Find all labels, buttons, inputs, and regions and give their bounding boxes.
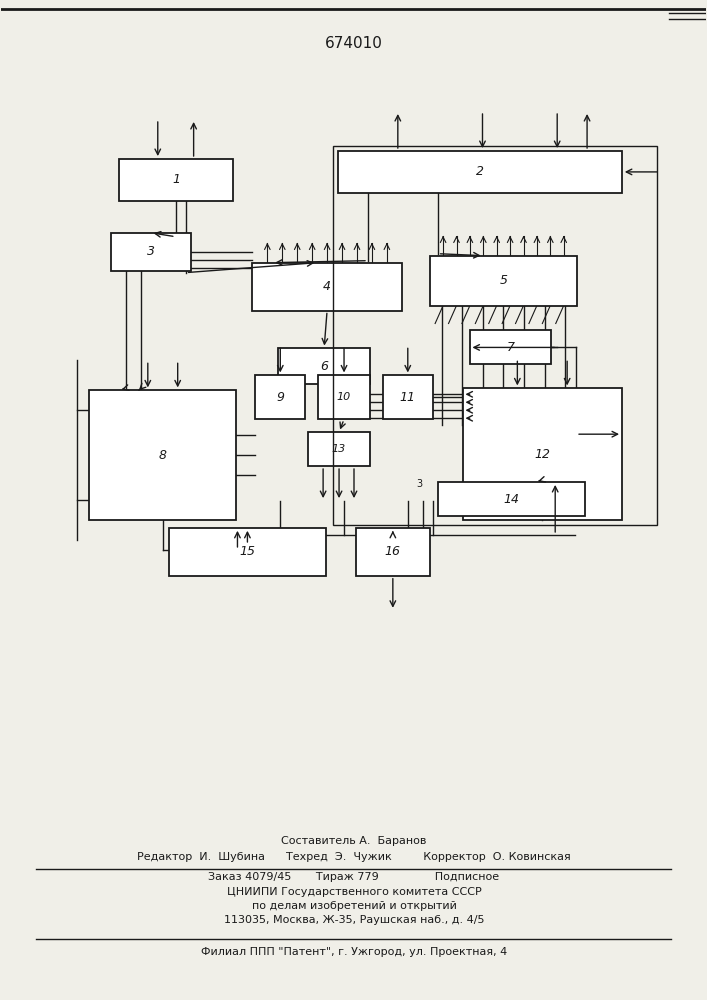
Text: 3: 3: [147, 245, 155, 258]
Text: 12: 12: [534, 448, 550, 461]
Text: 13: 13: [332, 444, 346, 454]
Bar: [383, 375, 433, 419]
Bar: [279, 348, 370, 384]
Text: 6: 6: [320, 360, 328, 373]
Bar: [356, 528, 430, 576]
Bar: [438, 482, 585, 516]
Text: 674010: 674010: [325, 36, 383, 51]
Text: 11: 11: [399, 391, 416, 404]
Bar: [255, 375, 305, 419]
Bar: [338, 151, 622, 193]
Bar: [169, 528, 326, 576]
Text: 15: 15: [240, 545, 255, 558]
Text: Составитель А.  Баранов: Составитель А. Баранов: [281, 836, 427, 846]
Text: 16: 16: [385, 545, 401, 558]
Text: 113035, Москва, Ж-35, Раушская наб., д. 4/5: 113035, Москва, Ж-35, Раушская наб., д. …: [223, 915, 484, 925]
Text: Заказ 4079/45       Тираж 779                Подписное: Заказ 4079/45 Тираж 779 Подписное: [209, 872, 500, 882]
Text: 2: 2: [476, 165, 484, 178]
Text: Филиал ППП "Патент", г. Ужгород, ул. Проектная, 4: Филиал ППП "Патент", г. Ужгород, ул. Про…: [201, 947, 507, 957]
Bar: [252, 263, 402, 311]
Text: 14: 14: [503, 493, 520, 506]
Text: 1: 1: [173, 173, 180, 186]
Bar: [333, 146, 657, 525]
Bar: [430, 256, 577, 306]
Text: 7: 7: [506, 341, 515, 354]
Text: 8: 8: [159, 449, 167, 462]
Bar: [111, 233, 191, 271]
Text: 10: 10: [337, 392, 351, 402]
Bar: [462, 388, 622, 520]
Bar: [119, 159, 233, 201]
Text: 4: 4: [323, 280, 331, 293]
Text: 3: 3: [416, 479, 423, 489]
Text: по делам изобретений и открытий: по делам изобретений и открытий: [252, 901, 457, 911]
Text: 5: 5: [499, 274, 508, 287]
Bar: [318, 375, 370, 419]
Bar: [469, 330, 551, 364]
Text: Редактор  И.  Шубина      Техред  Э.  Чужик         Корректор  О. Ковинская: Редактор И. Шубина Техред Э. Чужик Корре…: [137, 852, 571, 862]
Bar: [308, 432, 370, 466]
Text: 9: 9: [276, 391, 284, 404]
Bar: [89, 390, 236, 520]
Text: ЦНИИПИ Государственного комитета СССР: ЦНИИПИ Государственного комитета СССР: [227, 887, 481, 897]
